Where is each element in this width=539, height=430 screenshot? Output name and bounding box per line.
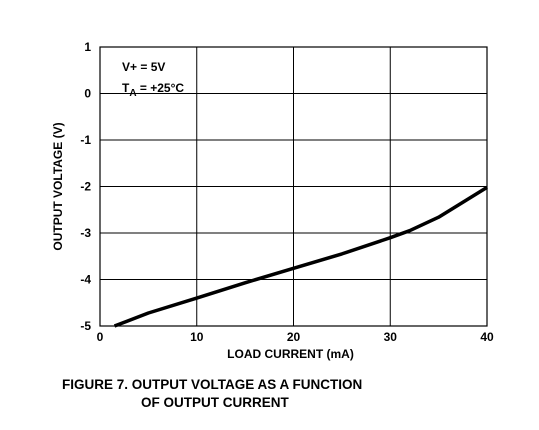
caption-line-1: FIGURE 7. OUTPUT VOLTAGE AS A FUNCTION bbox=[62, 377, 363, 392]
supply-voltage-annotation: V+ = 5V bbox=[122, 60, 165, 74]
tick-labels: 10-1-2-3-4-50 10 20 30 40 bbox=[80, 40, 494, 344]
y-tick-label-0: 1 bbox=[84, 40, 91, 54]
temp-value: = +25°C bbox=[137, 81, 185, 95]
x-tick-label-1: 10 bbox=[190, 330, 204, 344]
y-tick-label-2: -1 bbox=[80, 133, 91, 147]
x-axis-label: LOAD CURRENT (mA) bbox=[227, 347, 354, 361]
temp-symbol: T bbox=[122, 81, 130, 95]
series-layer bbox=[113, 185, 488, 328]
y-tick-label-6: -5 bbox=[80, 319, 91, 333]
temperature-annotation: TA = +25°C bbox=[122, 81, 184, 99]
x-tick-label-2: 20 bbox=[287, 330, 301, 344]
temp-subscript: A bbox=[129, 88, 136, 99]
x-tick-label-3: 30 bbox=[384, 330, 398, 344]
y-axis-label: OUTPUT VOLTAGE (V) bbox=[51, 122, 65, 250]
y-tick-label-5: -4 bbox=[80, 273, 91, 287]
plot-frame bbox=[99, 46, 488, 327]
y-tick-label-1: 0 bbox=[84, 87, 91, 101]
figure-caption: FIGURE 7. OUTPUT VOLTAGE AS A FUNCTION O… bbox=[62, 376, 362, 412]
output-voltage-chart: 10-1-2-3-4-50 10 20 30 40 OUTPUT VOLTAGE (V)… bbox=[51, 40, 494, 361]
y-tick-label-4: -3 bbox=[80, 226, 91, 240]
x-tick-label-4: 40 bbox=[480, 330, 494, 344]
caption-line-2: OF OUTPUT CURRENT bbox=[141, 395, 289, 410]
x-tick-label-0: 0 bbox=[97, 330, 104, 344]
y-tick-label-3: -2 bbox=[80, 180, 91, 194]
annotation-background bbox=[101, 48, 193, 93]
series-line-0 bbox=[113, 185, 488, 328]
